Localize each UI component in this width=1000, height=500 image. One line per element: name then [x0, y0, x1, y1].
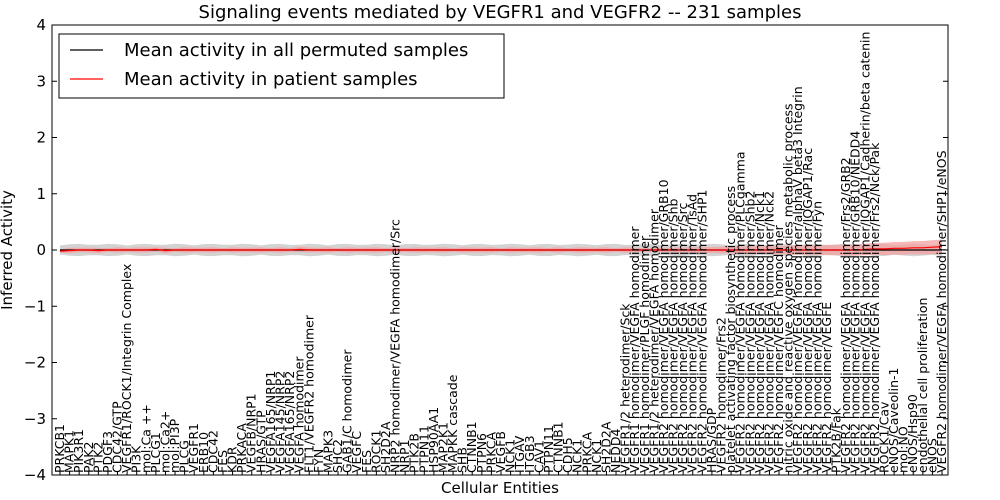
y-tick-label: −2 [24, 354, 46, 372]
y-tick-label: 3 [36, 72, 46, 90]
y-tick-label: 2 [36, 129, 46, 147]
y-tick-label: −4 [24, 466, 46, 484]
y-tick-label: 4 [36, 16, 46, 34]
legend-label-permuted: Mean activity in all permuted samples [124, 40, 468, 61]
y-tick-label: −3 [24, 410, 46, 428]
legend: Mean activity in all permuted samples Me… [59, 34, 504, 98]
y-axis-label: Inferred Activity [0, 190, 16, 310]
legend-label-patient: Mean activity in patient samples [124, 69, 418, 90]
x-category-label: VEGFR2 homodimer/VEGFA homodimer/SHP1/eN… [934, 150, 949, 473]
x-axis-label: Cellular Entities [441, 479, 559, 497]
y-tick-label: −1 [24, 297, 46, 315]
y-tick-label: 1 [36, 185, 46, 203]
chart: Signaling events mediated by VEGFR1 and … [0, 0, 1000, 500]
x-category-label: VEGFR1/ROCK1/Integrin Complex [119, 264, 134, 473]
y-tick-label: 0 [36, 241, 46, 259]
chart-title: Signaling events mediated by VEGFR1 and … [199, 2, 802, 23]
x-category-label: NRP2 homodimer/VEGFA homodimer/Src [388, 219, 403, 473]
